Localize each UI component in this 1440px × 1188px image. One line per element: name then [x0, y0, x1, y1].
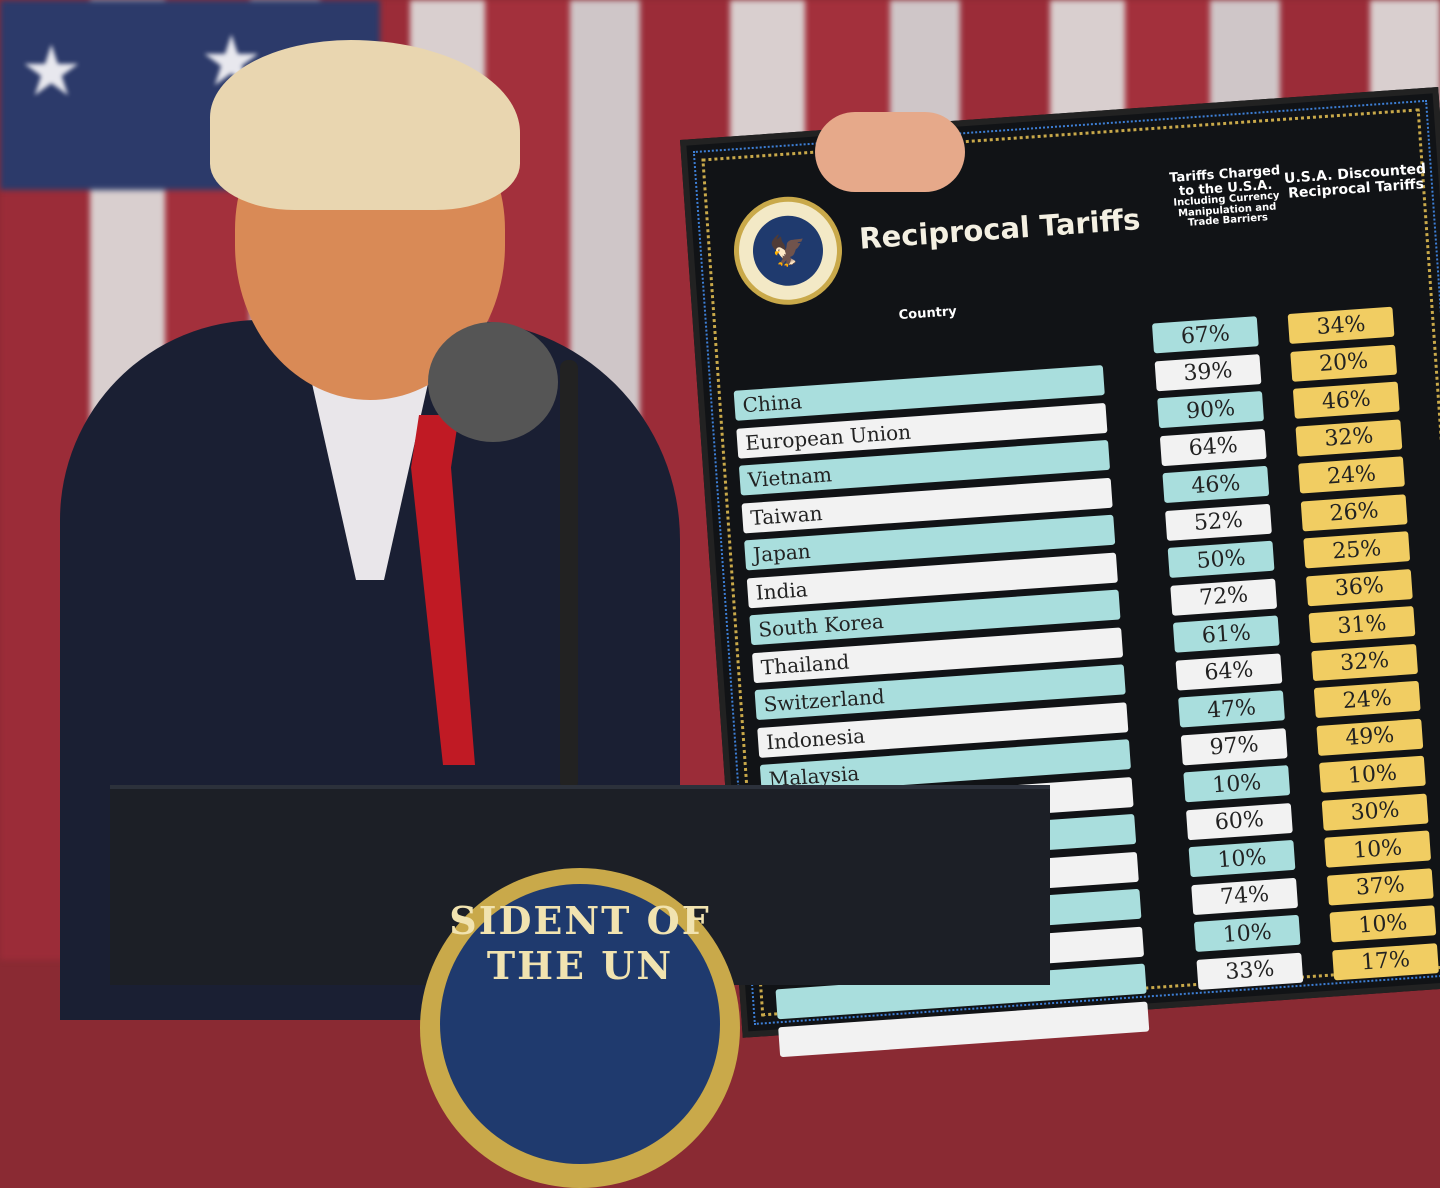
charged-cell: 67%	[1151, 316, 1259, 354]
charged-cell: 46%	[1162, 465, 1270, 504]
podium-seal-text: SIDENT OF THE UN	[440, 884, 720, 1164]
charged-cell: 97%	[1180, 727, 1288, 765]
discounted-header: U.S.A. Discounted Reciprocal Tariffs	[1283, 161, 1427, 202]
charged-cell: 64%	[1159, 428, 1267, 466]
charged-cell: 47%	[1178, 690, 1285, 728]
discounted-cell: 32%	[1311, 643, 1419, 681]
discounted-cell: 30%	[1321, 793, 1429, 831]
discounted-cell: 37%	[1326, 867, 1434, 906]
discounted-cell: 17%	[1332, 942, 1439, 980]
discounted-cell: 24%	[1313, 680, 1421, 719]
charged-cell: 33%	[1196, 952, 1304, 990]
discounted-cell: 31%	[1308, 605, 1416, 644]
discounted-cell: 10%	[1319, 755, 1426, 793]
board-title: Reciprocal Tariffs	[858, 202, 1142, 256]
microphone-stand	[560, 360, 578, 790]
charged-cell: 64%	[1175, 652, 1283, 691]
discounted-cell: 10%	[1329, 905, 1437, 943]
charged-header: Tariffs Charged to the U.S.A. Including C…	[1168, 163, 1281, 230]
charged-cell: 10%	[1183, 765, 1291, 803]
podium-seal: SIDENT OF THE UN	[420, 868, 740, 1188]
discounted-cell: 49%	[1316, 718, 1424, 756]
charged-cell: 90%	[1157, 391, 1265, 429]
discounted-cell: 26%	[1300, 493, 1408, 532]
discounted-cell: 24%	[1298, 456, 1405, 494]
charged-cell: 50%	[1167, 540, 1275, 578]
presidential-seal-icon: 🦅	[730, 193, 846, 309]
discounted-cell: 20%	[1290, 344, 1398, 382]
discounted-cell: 10%	[1324, 830, 1432, 868]
speaker-hair	[210, 40, 520, 210]
microphone	[428, 322, 558, 442]
discounted-cell: 36%	[1305, 568, 1413, 606]
charged-cell: 10%	[1193, 914, 1301, 952]
charged-cell: 72%	[1170, 578, 1278, 616]
charged-cell: 60%	[1185, 802, 1293, 840]
charged-cell: 74%	[1191, 877, 1299, 915]
discounted-cell: 25%	[1303, 531, 1411, 569]
star-icon: ★	[20, 30, 83, 112]
country-header: Country	[898, 304, 958, 324]
discounted-cell: 32%	[1295, 418, 1403, 457]
charged-cell: 61%	[1172, 615, 1280, 653]
charged-cell: 10%	[1188, 839, 1296, 878]
hand	[815, 112, 965, 192]
charged-cell: 39%	[1154, 353, 1262, 391]
discounted-cell: 34%	[1287, 306, 1395, 344]
charged-cell: 52%	[1165, 503, 1272, 541]
discounted-cell: 46%	[1292, 381, 1400, 419]
